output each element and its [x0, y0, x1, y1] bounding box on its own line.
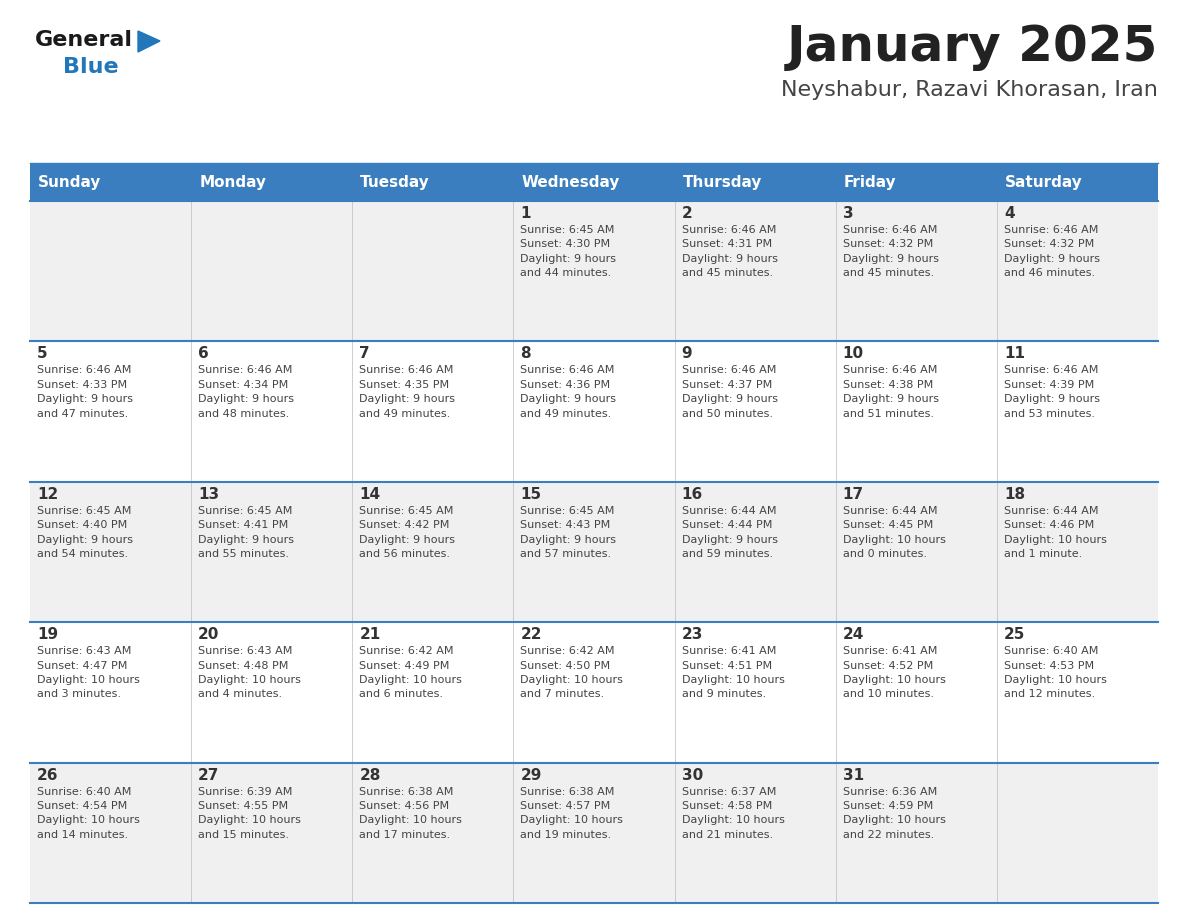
Text: Sunrise: 6:44 AM
Sunset: 4:45 PM
Daylight: 10 hours
and 0 minutes.: Sunrise: 6:44 AM Sunset: 4:45 PM Dayligh… — [842, 506, 946, 559]
Text: Sunrise: 6:41 AM
Sunset: 4:51 PM
Daylight: 10 hours
and 9 minutes.: Sunrise: 6:41 AM Sunset: 4:51 PM Dayligh… — [682, 646, 784, 700]
Text: 8: 8 — [520, 346, 531, 362]
Polygon shape — [138, 31, 160, 52]
Text: Wednesday: Wednesday — [522, 174, 620, 189]
Text: 13: 13 — [198, 487, 220, 502]
Text: 9: 9 — [682, 346, 693, 362]
Text: 21: 21 — [359, 627, 380, 643]
Text: Neyshabur, Razavi Khorasan, Iran: Neyshabur, Razavi Khorasan, Iran — [782, 80, 1158, 100]
Text: 2: 2 — [682, 206, 693, 221]
Text: Sunrise: 6:46 AM
Sunset: 4:38 PM
Daylight: 9 hours
and 51 minutes.: Sunrise: 6:46 AM Sunset: 4:38 PM Dayligh… — [842, 365, 939, 419]
Text: Sunrise: 6:44 AM
Sunset: 4:46 PM
Daylight: 10 hours
and 1 minute.: Sunrise: 6:44 AM Sunset: 4:46 PM Dayligh… — [1004, 506, 1107, 559]
Text: 7: 7 — [359, 346, 369, 362]
Text: Sunrise: 6:43 AM
Sunset: 4:48 PM
Daylight: 10 hours
and 4 minutes.: Sunrise: 6:43 AM Sunset: 4:48 PM Dayligh… — [198, 646, 301, 700]
Text: Sunrise: 6:36 AM
Sunset: 4:59 PM
Daylight: 10 hours
and 22 minutes.: Sunrise: 6:36 AM Sunset: 4:59 PM Dayligh… — [842, 787, 946, 840]
Text: 22: 22 — [520, 627, 542, 643]
Text: Thursday: Thursday — [683, 174, 762, 189]
Text: Sunrise: 6:38 AM
Sunset: 4:57 PM
Daylight: 10 hours
and 19 minutes.: Sunrise: 6:38 AM Sunset: 4:57 PM Dayligh… — [520, 787, 624, 840]
Text: Saturday: Saturday — [1005, 174, 1082, 189]
Text: 29: 29 — [520, 767, 542, 783]
Text: 16: 16 — [682, 487, 703, 502]
Text: Sunrise: 6:46 AM
Sunset: 4:32 PM
Daylight: 9 hours
and 46 minutes.: Sunrise: 6:46 AM Sunset: 4:32 PM Dayligh… — [1004, 225, 1100, 278]
Text: Sunrise: 6:37 AM
Sunset: 4:58 PM
Daylight: 10 hours
and 21 minutes.: Sunrise: 6:37 AM Sunset: 4:58 PM Dayligh… — [682, 787, 784, 840]
Text: 15: 15 — [520, 487, 542, 502]
Text: 27: 27 — [198, 767, 220, 783]
Text: 18: 18 — [1004, 487, 1025, 502]
Bar — [30, 341, 1158, 482]
Text: Sunrise: 6:45 AM
Sunset: 4:42 PM
Daylight: 9 hours
and 56 minutes.: Sunrise: 6:45 AM Sunset: 4:42 PM Dayligh… — [359, 506, 455, 559]
Text: Sunrise: 6:45 AM
Sunset: 4:30 PM
Daylight: 9 hours
and 44 minutes.: Sunrise: 6:45 AM Sunset: 4:30 PM Dayligh… — [520, 225, 617, 278]
Text: 12: 12 — [37, 487, 58, 502]
Text: Sunrise: 6:45 AM
Sunset: 4:40 PM
Daylight: 9 hours
and 54 minutes.: Sunrise: 6:45 AM Sunset: 4:40 PM Dayligh… — [37, 506, 133, 559]
Text: Sunrise: 6:46 AM
Sunset: 4:36 PM
Daylight: 9 hours
and 49 minutes.: Sunrise: 6:46 AM Sunset: 4:36 PM Dayligh… — [520, 365, 617, 419]
Text: Sunrise: 6:41 AM
Sunset: 4:52 PM
Daylight: 10 hours
and 10 minutes.: Sunrise: 6:41 AM Sunset: 4:52 PM Dayligh… — [842, 646, 946, 700]
Bar — [30, 482, 1158, 622]
Text: 30: 30 — [682, 767, 703, 783]
Text: Sunrise: 6:44 AM
Sunset: 4:44 PM
Daylight: 9 hours
and 59 minutes.: Sunrise: 6:44 AM Sunset: 4:44 PM Dayligh… — [682, 506, 778, 559]
Text: 19: 19 — [37, 627, 58, 643]
Text: Sunrise: 6:46 AM
Sunset: 4:34 PM
Daylight: 9 hours
and 48 minutes.: Sunrise: 6:46 AM Sunset: 4:34 PM Dayligh… — [198, 365, 295, 419]
Text: Sunrise: 6:42 AM
Sunset: 4:50 PM
Daylight: 10 hours
and 7 minutes.: Sunrise: 6:42 AM Sunset: 4:50 PM Dayligh… — [520, 646, 624, 700]
Text: Blue: Blue — [63, 57, 119, 77]
Text: Tuesday: Tuesday — [360, 174, 430, 189]
Text: 5: 5 — [37, 346, 48, 362]
Text: Sunrise: 6:40 AM
Sunset: 4:53 PM
Daylight: 10 hours
and 12 minutes.: Sunrise: 6:40 AM Sunset: 4:53 PM Dayligh… — [1004, 646, 1107, 700]
Text: Sunrise: 6:42 AM
Sunset: 4:49 PM
Daylight: 10 hours
and 6 minutes.: Sunrise: 6:42 AM Sunset: 4:49 PM Dayligh… — [359, 646, 462, 700]
Text: Sunrise: 6:45 AM
Sunset: 4:41 PM
Daylight: 9 hours
and 55 minutes.: Sunrise: 6:45 AM Sunset: 4:41 PM Dayligh… — [198, 506, 295, 559]
Bar — [30, 163, 1158, 201]
Text: 11: 11 — [1004, 346, 1025, 362]
Text: Sunrise: 6:46 AM
Sunset: 4:32 PM
Daylight: 9 hours
and 45 minutes.: Sunrise: 6:46 AM Sunset: 4:32 PM Dayligh… — [842, 225, 939, 278]
Text: January 2025: January 2025 — [786, 23, 1158, 71]
Text: Sunrise: 6:46 AM
Sunset: 4:35 PM
Daylight: 9 hours
and 49 minutes.: Sunrise: 6:46 AM Sunset: 4:35 PM Dayligh… — [359, 365, 455, 419]
Text: 20: 20 — [198, 627, 220, 643]
Text: 24: 24 — [842, 627, 864, 643]
Text: Sunrise: 6:46 AM
Sunset: 4:39 PM
Daylight: 9 hours
and 53 minutes.: Sunrise: 6:46 AM Sunset: 4:39 PM Dayligh… — [1004, 365, 1100, 419]
Text: Sunday: Sunday — [38, 174, 101, 189]
Text: Sunrise: 6:40 AM
Sunset: 4:54 PM
Daylight: 10 hours
and 14 minutes.: Sunrise: 6:40 AM Sunset: 4:54 PM Dayligh… — [37, 787, 140, 840]
Text: Sunrise: 6:46 AM
Sunset: 4:37 PM
Daylight: 9 hours
and 50 minutes.: Sunrise: 6:46 AM Sunset: 4:37 PM Dayligh… — [682, 365, 778, 419]
Bar — [30, 201, 1158, 341]
Text: 6: 6 — [198, 346, 209, 362]
Text: 14: 14 — [359, 487, 380, 502]
Text: 23: 23 — [682, 627, 703, 643]
Text: Sunrise: 6:46 AM
Sunset: 4:31 PM
Daylight: 9 hours
and 45 minutes.: Sunrise: 6:46 AM Sunset: 4:31 PM Dayligh… — [682, 225, 778, 278]
Text: 10: 10 — [842, 346, 864, 362]
Text: 1: 1 — [520, 206, 531, 221]
Text: 25: 25 — [1004, 627, 1025, 643]
Text: Sunrise: 6:43 AM
Sunset: 4:47 PM
Daylight: 10 hours
and 3 minutes.: Sunrise: 6:43 AM Sunset: 4:47 PM Dayligh… — [37, 646, 140, 700]
Text: Sunrise: 6:46 AM
Sunset: 4:33 PM
Daylight: 9 hours
and 47 minutes.: Sunrise: 6:46 AM Sunset: 4:33 PM Dayligh… — [37, 365, 133, 419]
Text: 17: 17 — [842, 487, 864, 502]
Bar — [30, 763, 1158, 903]
Text: General: General — [34, 30, 133, 50]
Text: 26: 26 — [37, 767, 58, 783]
Text: 3: 3 — [842, 206, 853, 221]
Text: Monday: Monday — [200, 174, 266, 189]
Text: Friday: Friday — [843, 174, 896, 189]
Text: Sunrise: 6:45 AM
Sunset: 4:43 PM
Daylight: 9 hours
and 57 minutes.: Sunrise: 6:45 AM Sunset: 4:43 PM Dayligh… — [520, 506, 617, 559]
Text: 28: 28 — [359, 767, 380, 783]
Text: Sunrise: 6:39 AM
Sunset: 4:55 PM
Daylight: 10 hours
and 15 minutes.: Sunrise: 6:39 AM Sunset: 4:55 PM Dayligh… — [198, 787, 301, 840]
Text: 31: 31 — [842, 767, 864, 783]
Bar — [30, 622, 1158, 763]
Text: Sunrise: 6:38 AM
Sunset: 4:56 PM
Daylight: 10 hours
and 17 minutes.: Sunrise: 6:38 AM Sunset: 4:56 PM Dayligh… — [359, 787, 462, 840]
Text: 4: 4 — [1004, 206, 1015, 221]
